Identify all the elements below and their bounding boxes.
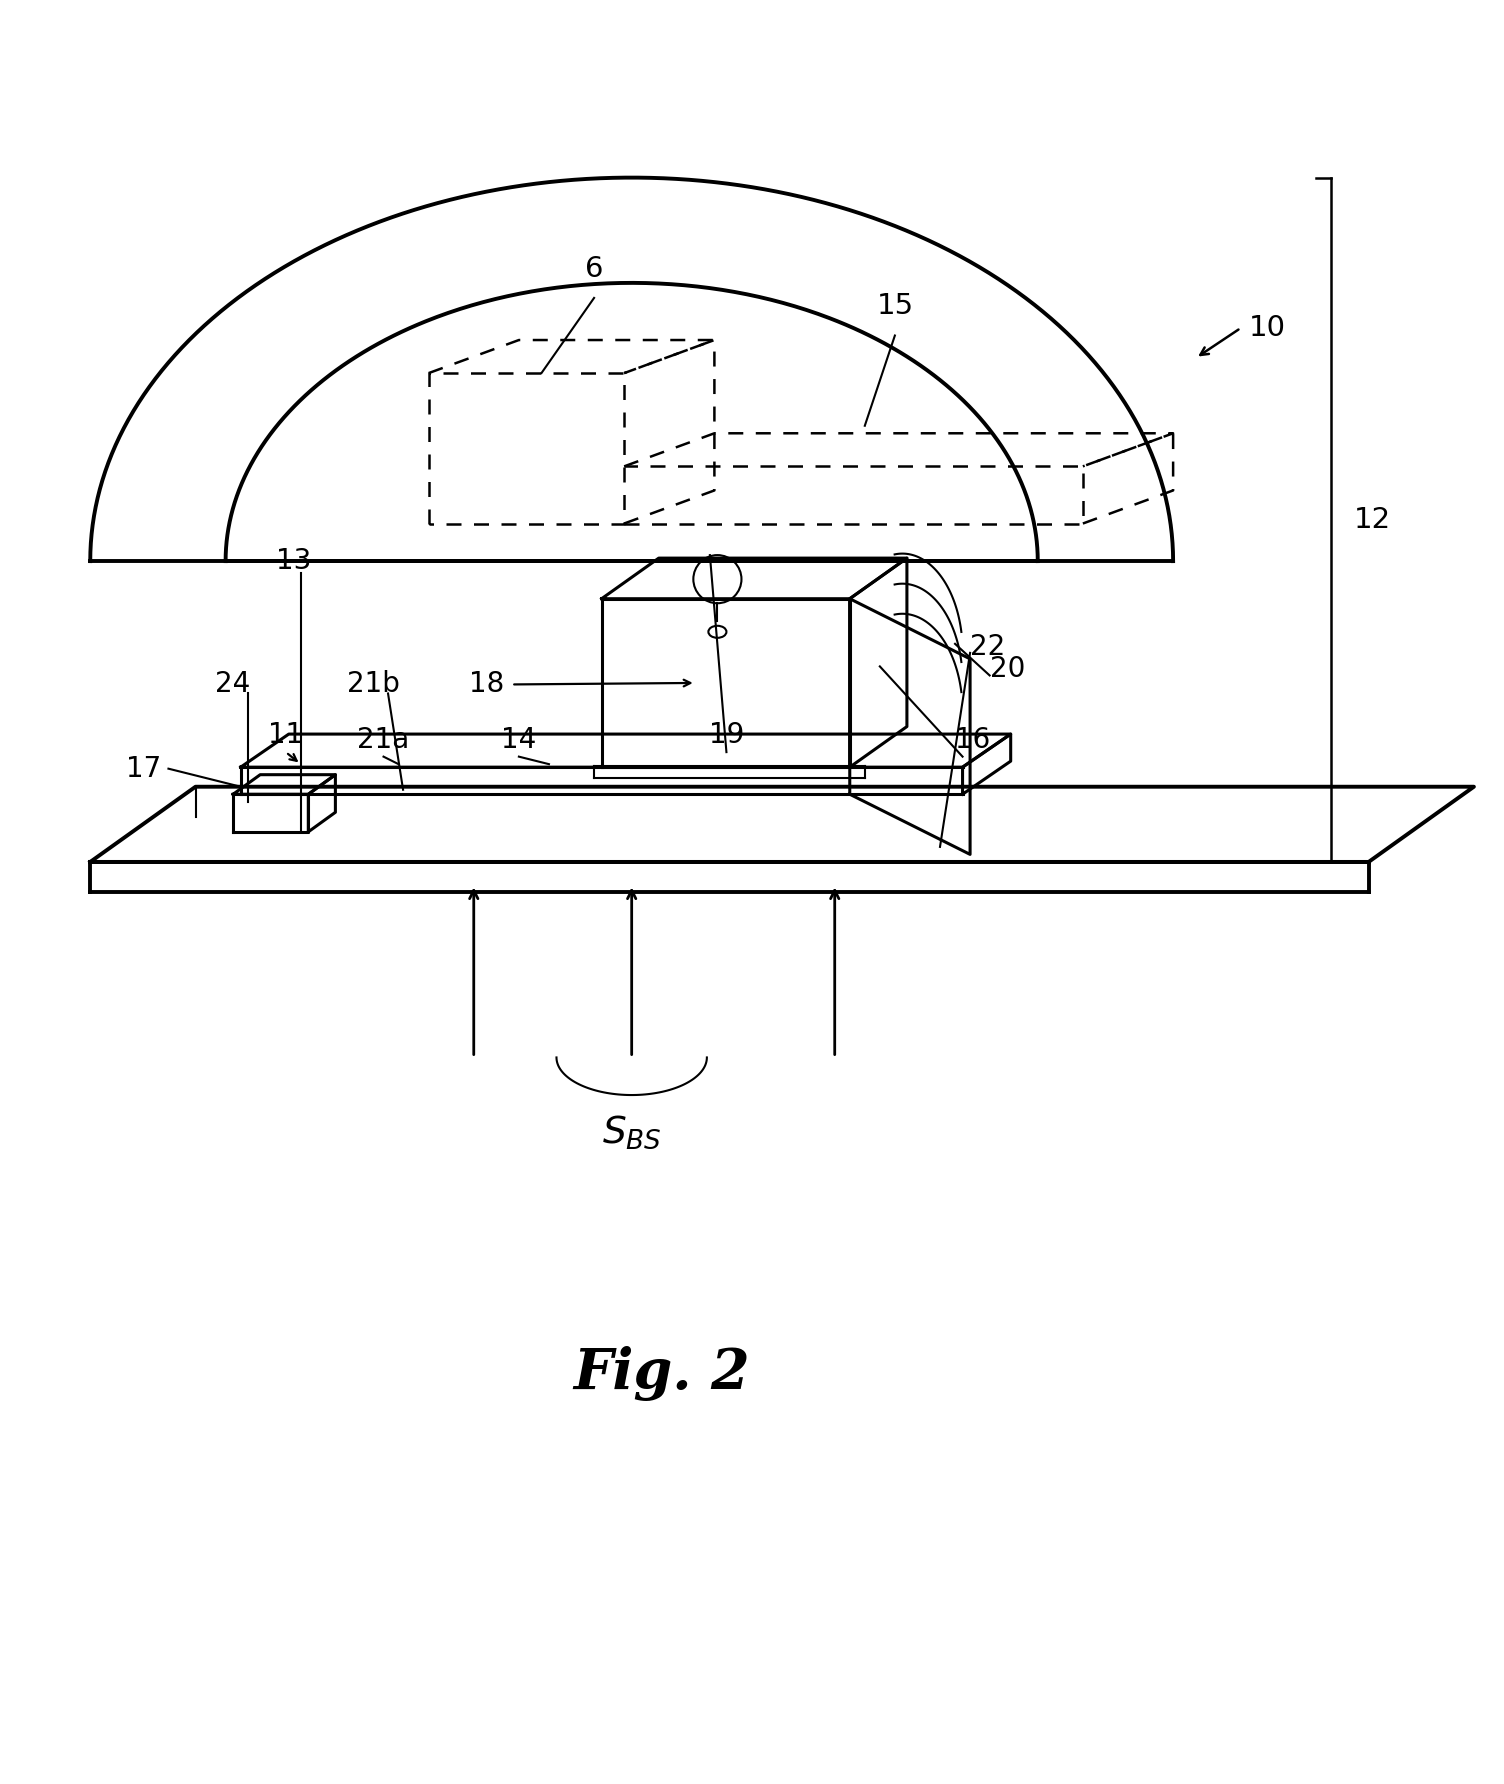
Text: 11: 11 <box>268 721 304 749</box>
Text: 21b: 21b <box>346 671 400 699</box>
Text: 22: 22 <box>970 633 1005 660</box>
Text: 16: 16 <box>955 726 990 753</box>
Text: $S_{BS}$: $S_{BS}$ <box>602 1113 662 1151</box>
Text: 13: 13 <box>275 548 311 574</box>
Text: Fig. 2: Fig. 2 <box>573 1345 750 1400</box>
Text: 14: 14 <box>501 726 537 753</box>
Text: 10: 10 <box>1248 314 1286 343</box>
Text: 6: 6 <box>585 255 603 284</box>
Text: 17: 17 <box>126 755 161 783</box>
Text: 20: 20 <box>990 655 1026 683</box>
Text: 24: 24 <box>215 671 251 699</box>
Text: 12: 12 <box>1354 505 1391 533</box>
Text: 18: 18 <box>469 671 504 699</box>
Text: 15: 15 <box>877 293 913 321</box>
Text: 21a: 21a <box>358 726 409 753</box>
Text: 19: 19 <box>708 721 744 749</box>
